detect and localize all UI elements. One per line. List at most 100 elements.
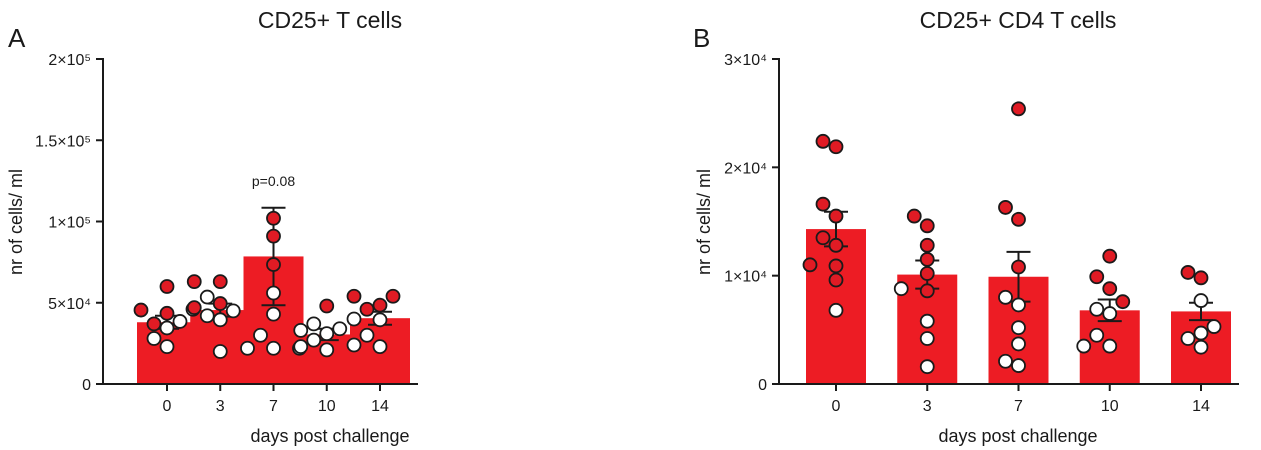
y-axis-label-b: nr of cells/ ml	[694, 169, 714, 275]
data-point-a	[212, 274, 228, 290]
data-point-b	[1102, 248, 1118, 264]
data-point-a	[266, 228, 281, 244]
data-point-a	[212, 296, 228, 311]
x-tick-label-b: 3	[923, 398, 932, 415]
data-point-a	[146, 316, 162, 332]
x-tick-label-b: 10	[1101, 398, 1119, 415]
data-point-b	[828, 302, 844, 318]
panel-b: B CD25+ CD4 T cells nr of cells/ ml days…	[693, 7, 1239, 446]
data-point-b	[1076, 338, 1092, 354]
data-point-a	[306, 316, 322, 332]
data-point-b	[1011, 358, 1026, 373]
x-tick-label-a: 0	[163, 398, 172, 415]
data-point-a	[266, 257, 281, 272]
data-point-b	[815, 133, 831, 149]
data-point-b	[998, 353, 1013, 369]
data-point-b	[1089, 269, 1105, 285]
data-point-a	[346, 288, 362, 304]
data-point-b	[1011, 101, 1026, 117]
data-point-a	[253, 327, 268, 343]
data-point-a	[319, 298, 335, 314]
data-point-a	[186, 300, 202, 316]
data-point-a	[266, 340, 281, 356]
x-axis-label-b: days post challenge	[938, 426, 1097, 446]
data-point-a	[199, 308, 215, 324]
data-point-b	[919, 218, 935, 234]
y-tick-label-a: 5×10⁴	[48, 296, 91, 313]
panel-letter-b: B	[693, 23, 710, 53]
x-axis-label-a: days post challenge	[250, 426, 409, 446]
x-tick-label-a: 10	[318, 398, 336, 415]
data-point-a	[266, 306, 281, 322]
data-point-b	[1206, 319, 1222, 334]
plot-area-a: 0 5×10⁴ 1×10⁵ 1.5×10⁵ 2×10⁵ 0 3 7 10 14 p=0.08	[35, 52, 418, 415]
y-tick-label-a: 1×10⁵	[48, 215, 91, 232]
data-point-b	[828, 272, 844, 288]
data-point-a	[146, 331, 162, 346]
data-point-b	[1193, 325, 1209, 341]
data-point-a	[159, 279, 175, 294]
y-tick-label-b: 0	[758, 377, 767, 394]
y-tick-label-b: 3×10⁴	[724, 52, 767, 69]
data-point-b	[1089, 301, 1105, 317]
data-point-b	[1102, 338, 1118, 354]
y-tick-label-a: 0	[82, 377, 91, 394]
data-point-b	[1102, 281, 1118, 297]
data-point-b	[998, 289, 1013, 305]
panel-a: A CD25+ T cells nr of cells/ ml days pos…	[6, 7, 418, 446]
y-tick-label-b: 2×10⁴	[724, 160, 767, 177]
x-tick-label-b: 14	[1192, 398, 1210, 415]
data-point-a	[225, 303, 241, 319]
x-tick-label-b: 7	[1014, 398, 1023, 415]
data-point-b	[919, 252, 935, 267]
data-point-a	[266, 285, 281, 301]
data-point-a	[319, 326, 335, 342]
data-point-a	[186, 274, 202, 290]
data-point-a	[385, 288, 401, 304]
data-point-b	[815, 230, 831, 246]
data-point-a	[346, 337, 362, 353]
data-point-a	[359, 301, 375, 317]
data-point-a	[240, 340, 255, 356]
y-tick-label-a: 1.5×10⁵	[35, 133, 91, 150]
data-point-b	[828, 258, 844, 274]
data-point-b	[919, 266, 935, 281]
data-point-a	[172, 314, 188, 329]
y-tick-label-a: 2×10⁵	[48, 52, 91, 69]
data-point-b	[919, 283, 935, 299]
data-point-b	[815, 196, 831, 212]
data-point-b	[1193, 339, 1209, 355]
data-point-a	[159, 339, 175, 355]
data-point-b	[906, 208, 922, 224]
data-point-a	[372, 312, 388, 328]
chart-title-a: CD25+ T cells	[258, 7, 402, 33]
data-point-b	[1180, 265, 1196, 280]
data-point-a	[159, 320, 175, 336]
data-point-b	[828, 237, 844, 253]
data-point-b	[919, 313, 935, 329]
data-point-a	[332, 321, 348, 337]
x-tick-label-b: 0	[832, 398, 841, 415]
x-tick-label-a: 14	[371, 398, 389, 415]
data-point-a	[293, 322, 309, 338]
data-point-b	[1011, 297, 1026, 313]
data-point-a	[212, 312, 228, 328]
data-point-b	[998, 200, 1013, 215]
data-point-b	[1011, 320, 1026, 336]
data-point-a	[212, 344, 228, 359]
y-tick-label-b: 1×10⁴	[724, 269, 767, 286]
data-point-a	[266, 210, 281, 226]
data-point-a	[372, 339, 388, 355]
plot-area-b: 0 1×10⁴ 2×10⁴ 3×10⁴ 0 3 7 10 14	[724, 52, 1239, 415]
y-axis-label-a: nr of cells/ ml	[6, 169, 26, 275]
data-point-b	[919, 359, 935, 375]
data-point-b	[893, 281, 909, 297]
data-point-a	[319, 342, 335, 358]
data-point-a	[372, 297, 388, 313]
data-point-a	[133, 302, 149, 318]
data-point-b	[1089, 327, 1105, 343]
data-point-a	[293, 339, 309, 355]
x-tick-label-a: 3	[216, 398, 225, 415]
p-value-annotation: p=0.08	[252, 173, 295, 189]
